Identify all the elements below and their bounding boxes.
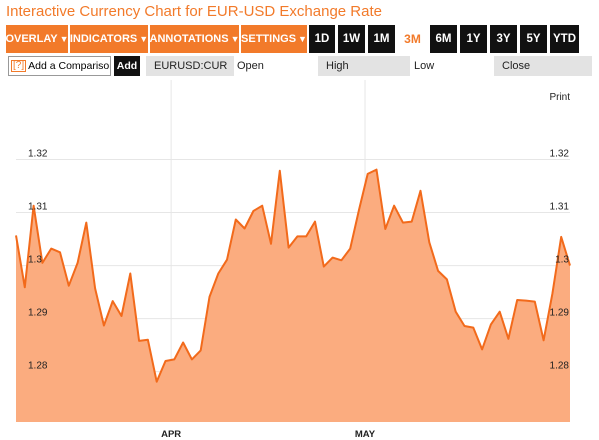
x-tick-label: MAY xyxy=(355,429,376,440)
range-ytd-button[interactable]: YTD xyxy=(550,25,579,53)
y-tick-label-left: 1.3 xyxy=(28,255,42,266)
page-title: Interactive Currency Chart for EUR-USD E… xyxy=(6,3,382,20)
quote-row: [?] Add a Comparison Add EURUSD:CUR Open… xyxy=(8,56,592,76)
add-comparison-button[interactable]: Add xyxy=(114,56,140,76)
symbol-label: EURUSD:CUR xyxy=(146,56,234,76)
caret-down-icon: ▼ xyxy=(298,34,307,44)
indicators-menu-button[interactable]: INDICATORS ▼ xyxy=(70,25,148,53)
y-tick-label-left: 1.29 xyxy=(28,308,48,319)
range-1y-button[interactable]: 1Y xyxy=(460,25,487,53)
price-chart-svg[interactable]: 1.281.291.31.311.32 1.281.291.31.311.32 … xyxy=(4,80,596,440)
y-axis-left: 1.28 1.29 1.3 1.31 1.32 xyxy=(28,149,48,372)
comparison-placeholder: Add a Comparison xyxy=(28,60,111,72)
range-1w-button[interactable]: 1W xyxy=(338,25,365,53)
price-chart[interactable]: 1.28 1.29 1.3 1.31 1.32 1.28 1.29 1.3 1.31 1.32 … xyxy=(4,80,596,440)
y-tick-label-left: 1.32 xyxy=(28,149,48,160)
help-icon[interactable]: [?] xyxy=(11,60,27,72)
low-label: Low xyxy=(414,60,435,72)
range-6m-button[interactable]: 6M xyxy=(430,25,457,53)
x-tick-label: APR xyxy=(161,429,181,440)
price-area xyxy=(16,169,570,422)
y-tick-label-right: 1.31 xyxy=(550,202,570,213)
caret-down-icon: ▼ xyxy=(230,34,240,44)
indicators-menu-label: INDICATORS xyxy=(69,33,138,45)
x-axis: APR MAY xyxy=(161,429,376,440)
high-label: High xyxy=(318,56,410,76)
y-axis-right: 1.28 1.29 1.3 1.31 1.32 xyxy=(550,149,570,372)
print-link[interactable]: Print xyxy=(549,92,570,103)
close-label: Close xyxy=(494,56,592,76)
y-tick-label-left: 1.28 xyxy=(28,361,48,372)
y-tick-label-right: 1.29 xyxy=(550,308,570,319)
annotations-menu-button[interactable]: ANNOTATIONS ▼ xyxy=(150,25,239,53)
caret-down-icon: ▼ xyxy=(59,34,69,44)
y-tick-label-right: 1.3 xyxy=(555,255,569,266)
y-tick-label-right: 1.32 xyxy=(550,149,570,160)
range-3m-button[interactable]: 3M xyxy=(398,25,427,53)
y-tick-label-right: 1.28 xyxy=(550,361,570,372)
overlay-menu-button[interactable]: OVERLAY ▼ xyxy=(5,25,69,53)
open-label: Open xyxy=(237,60,264,72)
annotations-menu-label: ANNOTATIONS xyxy=(149,33,229,45)
chart-toolbar: OVERLAY ▼ INDICATORS ▼ ANNOTATIONS ▼ SETTIN… xyxy=(5,25,592,53)
comparison-input[interactable]: [?] Add a Comparison xyxy=(8,56,111,76)
y-tick-label-left: 1.31 xyxy=(28,202,48,213)
price-line xyxy=(15,168,571,383)
range-1d-button[interactable]: 1D xyxy=(309,25,335,53)
range-3y-button[interactable]: 3Y xyxy=(490,25,517,53)
range-1m-button[interactable]: 1M xyxy=(368,25,395,53)
settings-menu-button[interactable]: SETTINGS ▼ xyxy=(241,25,307,53)
caret-down-icon: ▼ xyxy=(139,34,149,44)
range-5y-button[interactable]: 5Y xyxy=(520,25,547,53)
settings-menu-label: SETTINGS xyxy=(241,33,297,45)
overlay-menu-label: OVERLAY xyxy=(5,33,58,45)
